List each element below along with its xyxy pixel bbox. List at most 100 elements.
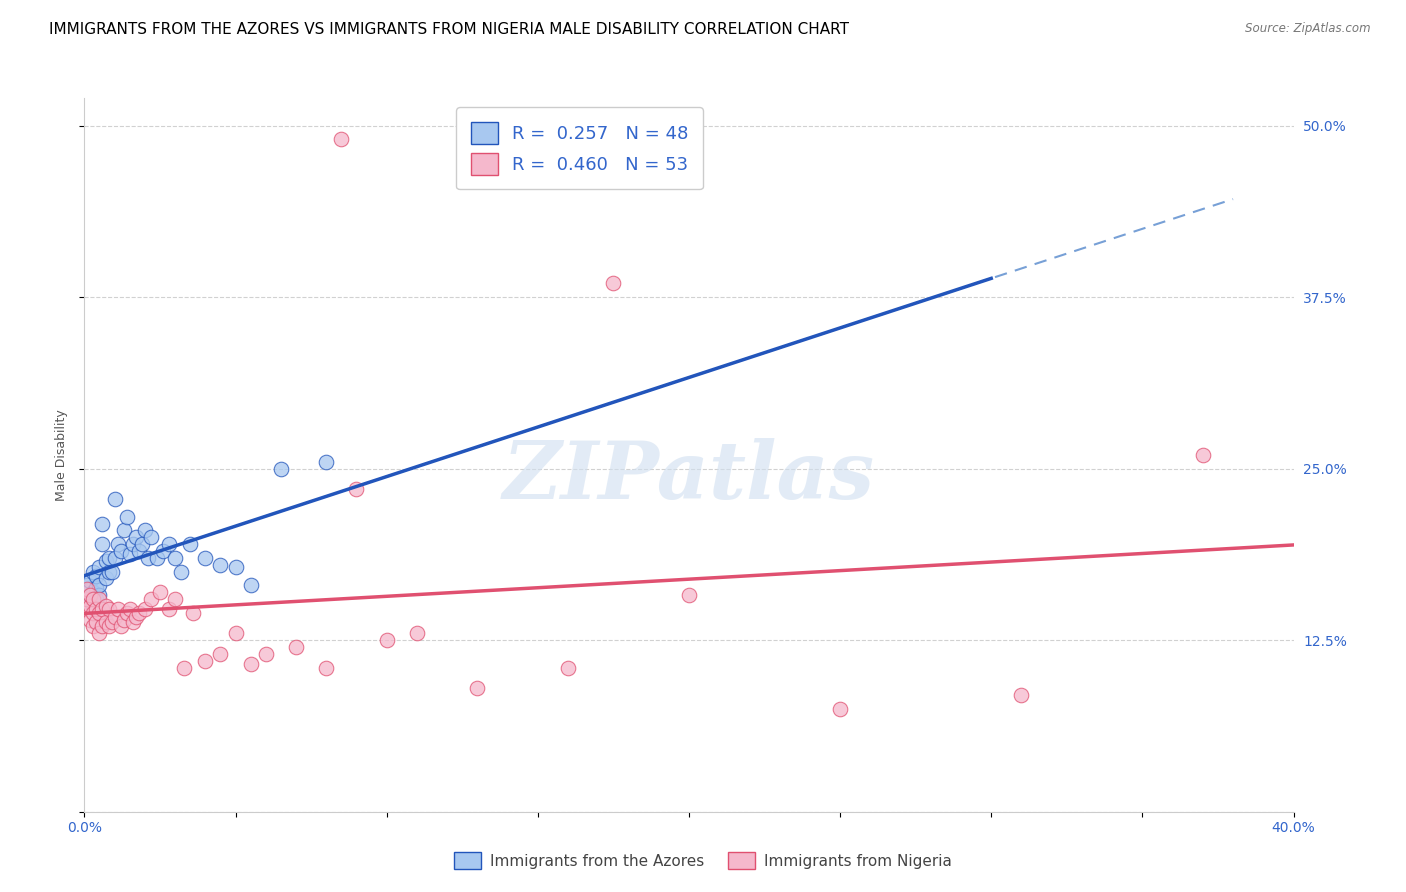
Point [76, 578, 98, 592]
Point [602, 277, 624, 291]
Point [118, 601, 141, 615]
Legend: R =  0.257   N = 48, R =  0.460   N = 53: R = 0.257 N = 48, R = 0.460 N = 53 [456, 107, 703, 189]
Legend: Immigrants from the Azores, Immigrants from Nigeria: Immigrants from the Azores, Immigrants f… [447, 846, 959, 875]
Point [104, 610, 127, 624]
Point [94, 599, 117, 613]
Point [131, 537, 153, 551]
Point [678, 588, 700, 602]
Point [76, 582, 98, 597]
Point [86, 592, 108, 607]
Point [79, 613, 101, 627]
Point [86, 615, 108, 630]
Point [86, 601, 108, 615]
Point [225, 560, 247, 574]
Point [115, 606, 138, 620]
Point [209, 558, 232, 572]
Point [149, 585, 172, 599]
Point [110, 619, 132, 633]
Point [136, 550, 159, 565]
Point [165, 592, 187, 607]
Point [107, 537, 129, 551]
Point [179, 537, 201, 551]
Text: ZIPatlas: ZIPatlas [503, 438, 875, 515]
Point [165, 550, 187, 565]
Point [97, 601, 120, 615]
Point [254, 647, 277, 661]
Point [97, 619, 120, 633]
Point [139, 530, 162, 544]
Point [125, 610, 148, 624]
Point [139, 592, 162, 607]
Point [181, 606, 204, 620]
Point [79, 599, 101, 613]
Point [86, 581, 108, 595]
Point [170, 565, 193, 579]
Point [94, 571, 117, 585]
Point [86, 568, 108, 582]
Point [270, 461, 292, 475]
Point [97, 565, 120, 579]
Point [112, 613, 135, 627]
Point [1192, 448, 1215, 462]
Point [1011, 688, 1033, 702]
Point [104, 550, 127, 565]
Point [194, 654, 217, 668]
Point [94, 615, 117, 630]
Point [121, 537, 143, 551]
Point [82, 606, 104, 620]
Point [157, 601, 180, 615]
Point [82, 585, 104, 599]
Point [82, 565, 104, 579]
Point [76, 601, 98, 615]
Point [79, 588, 101, 602]
Point [134, 601, 156, 615]
Point [91, 537, 114, 551]
Point [89, 592, 111, 607]
Point [239, 657, 262, 671]
Text: Source: ZipAtlas.com: Source: ZipAtlas.com [1246, 22, 1371, 36]
Point [125, 530, 148, 544]
Point [146, 550, 169, 565]
Point [118, 547, 141, 561]
Point [157, 537, 180, 551]
Point [557, 660, 579, 674]
Point [375, 633, 398, 648]
Point [89, 588, 111, 602]
Point [209, 647, 232, 661]
Point [107, 601, 129, 615]
Point [89, 578, 111, 592]
Point [91, 601, 114, 615]
Point [100, 565, 122, 579]
Point [82, 592, 104, 607]
Point [121, 615, 143, 630]
Y-axis label: Male Disability: Male Disability [55, 409, 67, 500]
Point [91, 619, 114, 633]
Point [79, 574, 101, 589]
Point [406, 626, 429, 640]
Point [152, 544, 174, 558]
Point [82, 619, 104, 633]
Point [285, 640, 308, 654]
Text: IMMIGRANTS FROM THE AZORES VS IMMIGRANTS FROM NIGERIA MALE DISABILITY CORRELATIO: IMMIGRANTS FROM THE AZORES VS IMMIGRANTS… [49, 22, 849, 37]
Point [315, 660, 337, 674]
Point [110, 544, 132, 558]
Point [225, 626, 247, 640]
Point [115, 509, 138, 524]
Point [79, 582, 101, 597]
Point [76, 585, 98, 599]
Point [79, 588, 101, 602]
Point [173, 660, 195, 674]
Point [94, 553, 117, 567]
Point [100, 615, 122, 630]
Point [134, 524, 156, 538]
Point [330, 132, 353, 146]
Point [82, 599, 104, 613]
Point [89, 560, 111, 574]
Point [467, 681, 489, 696]
Point [128, 606, 150, 620]
Point [89, 626, 111, 640]
Point [112, 524, 135, 538]
Point [89, 606, 111, 620]
Point [91, 516, 114, 531]
Point [76, 592, 98, 607]
